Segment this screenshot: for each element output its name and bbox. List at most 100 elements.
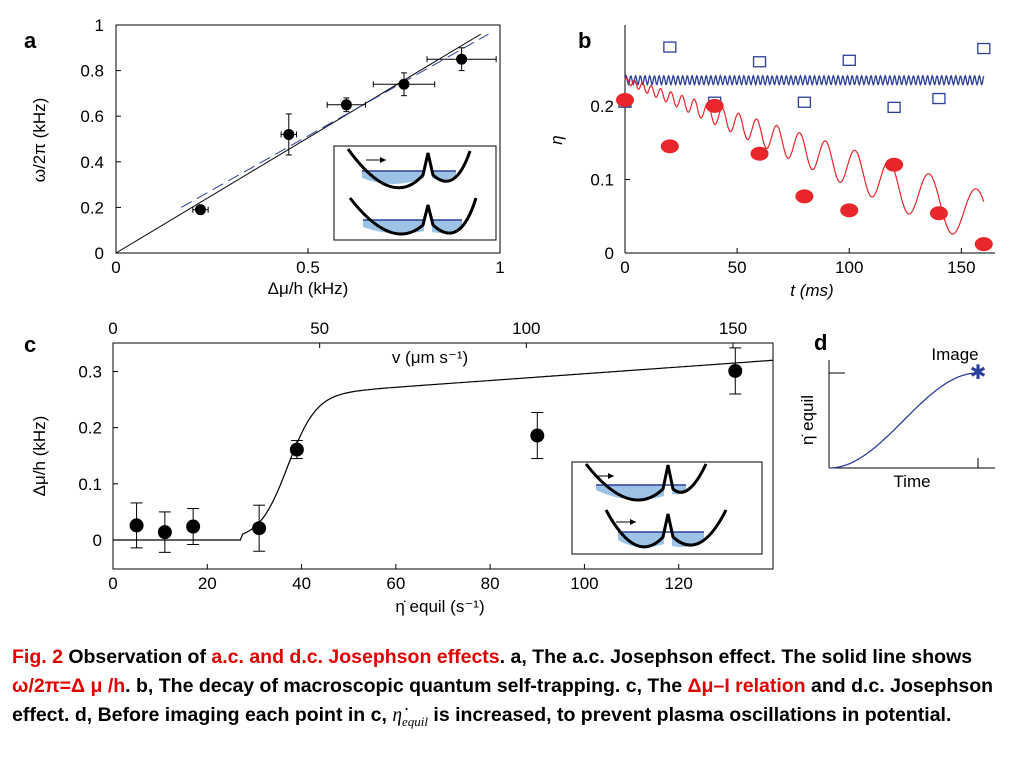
caption-text-4: and d.c. Josephson effect. d, Before ima…	[12, 675, 994, 726]
panel-d-annotation: Image	[931, 345, 978, 364]
panel-c-inset	[571, 461, 763, 555]
panel-a-data-point	[398, 78, 410, 90]
panel-a-x-ticks: 0 0.5 1	[111, 248, 505, 277]
caption-highlight-1: a.c. and d.c. Josephson effects	[211, 646, 500, 668]
panel-c-x-ticks: 0 20 40 60 80 100 120	[108, 564, 693, 593]
panel-a-y-tick-label: 0.6	[80, 107, 104, 126]
panel-a-y-tick-label: 0.4	[80, 153, 104, 172]
panel-c-y-tick-label: 0	[93, 531, 102, 550]
panel-b-y-label: η	[547, 135, 566, 144]
panel-c-data-point	[129, 518, 144, 533]
panel-b-circle-marker	[795, 189, 814, 204]
panel-a-data-point	[194, 204, 206, 216]
panel-c: c 0 20 40 60 80 100 120 0 50 100 150 0 0.1 0.2 0.3 v…	[24, 319, 774, 616]
panel-b-circle-marker	[750, 146, 769, 161]
panel-b-square-marker	[842, 54, 856, 66]
panel-a-solid-line	[115, 33, 482, 254]
panel-b-square-marker	[663, 41, 677, 53]
panel-b-square-marker	[752, 56, 767, 68]
panel-c-y-tick-label: 0.2	[78, 419, 102, 438]
panel-d-y-label: η̇ equil	[798, 395, 817, 445]
panel-b-y-tick-label: 0.1	[590, 170, 614, 189]
panel-b-circle-marker	[885, 157, 904, 172]
panel-c-data-point	[186, 519, 201, 534]
panel-b-y-tick-label: 0	[605, 244, 614, 263]
panel-a-data-point	[340, 99, 352, 111]
panel-d-label: d	[814, 330, 827, 355]
panel-b-label: b	[578, 28, 591, 53]
panel-c-y-tick-label: 0.3	[78, 363, 102, 382]
panel-b-circle-marker	[616, 93, 634, 108]
panel-c-data-point	[530, 428, 545, 443]
panel-c-top-axis-label: v (μm s⁻¹)	[392, 348, 468, 367]
panel-a-x-tick-label: 0	[111, 258, 120, 277]
panel-c-marks	[113, 348, 774, 553]
panel-c-top-tick-label: 150	[719, 319, 747, 338]
panel-c-x-tick-label: 40	[292, 574, 311, 593]
panel-c-x-tick-label: 60	[386, 574, 405, 593]
panel-b: b 0 50 100 150 0 0.1 0.2 t (ms) η	[547, 25, 995, 300]
panel-a-marks	[115, 33, 497, 254]
panel-b-x-ticks: 0 50 100 150	[620, 248, 976, 277]
panel-b-circle-marker	[660, 139, 679, 154]
panel-d-x-label: Time	[893, 472, 930, 491]
panel-b-x-tick-label: 50	[728, 258, 747, 277]
caption-text-5: is increased, to prevent plasma oscillat…	[428, 704, 952, 726]
panel-b-x-tick-label: 150	[947, 258, 975, 277]
panel-d-sigmoid-curve	[829, 372, 978, 469]
panel-c-x-tick-label: 80	[481, 574, 500, 593]
panel-c-x-label: η̇ equil (s⁻¹)	[395, 597, 484, 616]
panel-c-data-point	[252, 521, 267, 536]
figure-caption: Fig. 2 Observation of a.c. and d.c. Jose…	[12, 643, 1020, 736]
panel-b-circle-marker	[705, 98, 724, 113]
panel-c-solid-curve	[113, 359, 774, 541]
panel-b-x-label: t (ms)	[790, 281, 833, 300]
panel-c-data-point	[289, 442, 304, 457]
panel-c-y-ticks: 0 0.1 0.2 0.3	[78, 363, 118, 550]
caption-fig-number: Fig. 2	[12, 646, 63, 668]
panel-a-y-tick-label: 0.8	[80, 62, 104, 81]
panel-c-x-tick-label: 120	[665, 574, 693, 593]
caption-eta-symbol: η̇equil	[392, 705, 428, 729]
panel-b-marks	[616, 41, 993, 252]
panel-c-top-tick-label: 100	[512, 319, 540, 338]
panel-d: d Image Time η̇ equil ✱	[798, 330, 995, 491]
panel-c-frame	[112, 342, 774, 570]
panel-b-circle-marker	[974, 237, 993, 252]
panel-b-square-marker	[797, 96, 812, 108]
panel-b-y-tick-label: 0.2	[590, 97, 614, 116]
caption-text-1: Observation of	[62, 646, 212, 668]
panel-b-y-ticks: 0 0.1 0.2	[590, 97, 630, 263]
panel-a-y-tick-label: 0.2	[80, 198, 104, 217]
caption-text-2: . a, The a.c. Josephson effect. The soli…	[499, 646, 973, 668]
panel-b-blue-oscillation	[624, 74, 985, 87]
panel-a-x-label: Δμ/h (kHz)	[268, 279, 349, 298]
panel-c-label: c	[24, 332, 36, 357]
panel-c-data-point	[157, 525, 172, 540]
caption-text-3: . b, The decay of macroscopic quantum se…	[125, 675, 688, 697]
panel-a-dashed-line	[181, 33, 489, 208]
panel-c-y-label: Δμ/h (kHz)	[30, 416, 49, 497]
panel-a-y-ticks: 0 0.2 0.4 0.6 0.8 1	[80, 16, 121, 263]
panel-b-x-tick-label: 0	[620, 258, 629, 277]
panel-b-square-marker	[932, 92, 946, 105]
panel-a: a 0 0.5 1 00.20.40.60.81 Δμ/h (kHz) ω/2π (…	[24, 16, 505, 298]
panel-d-marks: ✱	[829, 360, 987, 469]
panel-b-x-tick-label: 100	[835, 258, 863, 277]
asterisk-icon: ✱	[970, 360, 987, 384]
panel-a-x-tick-label: 1	[495, 258, 504, 277]
panel-c-top-tick-label: 0	[108, 319, 117, 338]
panel-c-top-tick-label: 50	[310, 319, 329, 338]
panel-a-inset	[333, 145, 497, 241]
panel-b-square-marker	[977, 42, 991, 55]
caption-highlight-3: Δμ–I relation	[687, 675, 806, 697]
caption-highlight-2: ω/2π=Δ μ /h	[12, 675, 126, 697]
panel-a-y-tick-label: 0	[95, 244, 104, 263]
panel-b-red-oscillation	[624, 77, 985, 235]
panel-b-circle-marker	[840, 203, 859, 218]
panel-a-y-tick-label: 1	[95, 16, 104, 35]
panel-c-data-point	[728, 363, 743, 378]
panel-b-square-marker	[887, 101, 901, 114]
panel-c-y-tick-label: 0.1	[78, 475, 102, 494]
panel-a-data-point	[456, 53, 468, 65]
